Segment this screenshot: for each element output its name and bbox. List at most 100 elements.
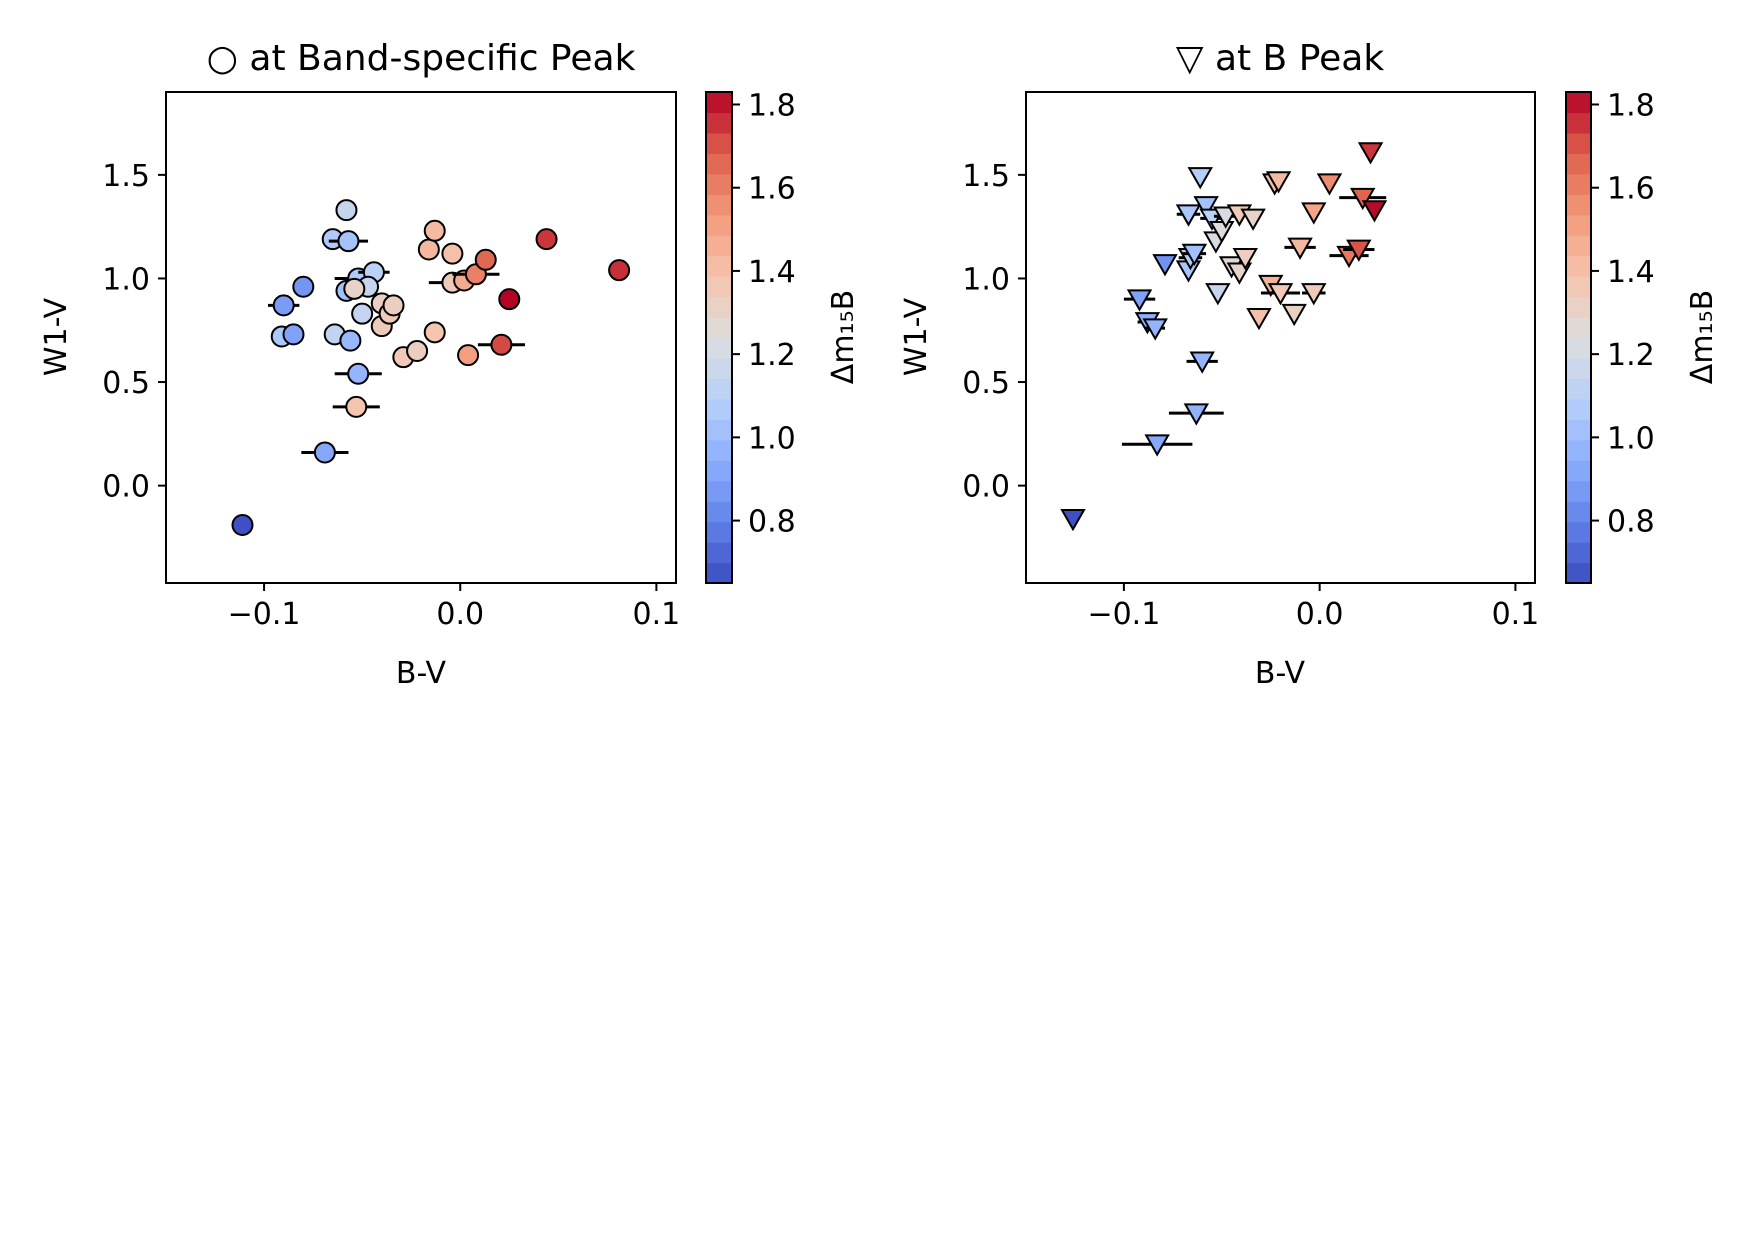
right-marker	[1281, 303, 1307, 327]
right-data-point	[1357, 142, 1384, 165]
left-colorbar-segment	[706, 419, 732, 441]
right-colorbar-segment	[1566, 542, 1591, 564]
right-colorbar-segment	[1566, 501, 1591, 523]
left-colorbar-segment	[706, 501, 732, 523]
left-y-tick-label: 1.0	[102, 262, 150, 297]
left-data-point	[343, 277, 366, 300]
left-marker	[498, 288, 521, 311]
right-data-point	[1339, 187, 1387, 211]
right-colorbar-segment	[1566, 214, 1591, 236]
right-colorbar-segment	[1566, 296, 1591, 318]
right-marker	[1287, 237, 1313, 260]
left-colorbar-tick-label: 1.6	[748, 172, 796, 207]
right-data-point	[1175, 204, 1202, 227]
left-chart-title: ○ at Band-specific Peak	[207, 38, 636, 79]
left-colorbar-segment	[706, 296, 732, 318]
left-data-point	[301, 441, 349, 464]
left-data-point	[335, 199, 358, 222]
right-colorbar-segment	[1566, 132, 1591, 154]
left-marker	[474, 248, 497, 271]
right-data-point	[1121, 434, 1193, 457]
left-marker	[535, 228, 558, 251]
right-colorbar-label: Δm₁₅B	[1685, 290, 1720, 384]
right-marker	[1189, 351, 1215, 374]
left-marker	[608, 259, 631, 282]
right-data-point	[1301, 202, 1327, 225]
left-colorbar-segment	[706, 439, 732, 461]
right-data-point	[1316, 173, 1343, 196]
left-data-point	[292, 275, 315, 298]
right-data-point	[1284, 237, 1316, 260]
right-marker	[1301, 283, 1327, 306]
left-data-point	[498, 288, 521, 311]
right-colorbar-tick-label: 1.4	[1607, 255, 1655, 290]
right-colorbar-segment	[1566, 276, 1591, 298]
right-marker	[1152, 254, 1178, 277]
right-x-axis-label: B-V	[1255, 656, 1306, 691]
left-marker	[335, 199, 358, 222]
right-marker	[1240, 208, 1266, 231]
left-marker	[343, 277, 366, 300]
left-x-axis-label: B-V	[396, 656, 447, 691]
left-data-point	[423, 219, 446, 242]
left-marker	[457, 344, 480, 367]
right-colorbar-segment	[1566, 173, 1591, 195]
right-data-point	[1181, 243, 1208, 267]
left-colorbar-tick-label: 1.4	[748, 255, 796, 290]
right-colorbar-segment	[1566, 378, 1591, 400]
left-x-tick-label: 0.1	[633, 597, 681, 632]
right-data-point	[1193, 196, 1219, 219]
left-colorbar-frame	[705, 91, 733, 584]
left-colorbar: 0.8 1.0 1.2 1.4 1.6 1.8	[705, 88, 796, 584]
left-marker	[313, 441, 336, 464]
right-colorbar-tick-label: 1.6	[1607, 172, 1655, 207]
right-x-tick-label: 0.0	[1296, 597, 1344, 632]
right-data-point	[1301, 283, 1327, 306]
right-data-point	[1265, 171, 1292, 194]
right-colorbar-tick-label: 1.2	[1607, 338, 1655, 373]
left-colorbar-segment	[706, 255, 732, 277]
left-colorbar-segment	[706, 480, 732, 502]
right-colorbar-segment	[1566, 317, 1591, 339]
right-y-tick-label: 0.5	[962, 366, 1010, 401]
right-colorbar-segment	[1566, 460, 1591, 482]
left-data-point	[477, 333, 525, 356]
right-colorbar-segment	[1566, 419, 1591, 441]
left-marker	[282, 323, 305, 346]
left-colorbar-segment	[706, 194, 732, 216]
left-marker	[345, 395, 368, 418]
right-data-point	[1187, 167, 1213, 190]
right-colorbar-tick-label: 1.0	[1607, 421, 1655, 456]
left-y-tick-label: 1.5	[102, 159, 150, 194]
left-marker	[382, 294, 405, 317]
left-y-axis-label: W1-V	[39, 297, 74, 376]
right-axes-frame	[1025, 91, 1536, 584]
right-colorbar-segment	[1566, 194, 1591, 216]
right-colorbar-segment	[1566, 255, 1591, 277]
left-data-point	[441, 242, 464, 265]
left-data-point	[608, 259, 631, 282]
right-colorbar-segment	[1566, 357, 1591, 380]
right-data-point	[1260, 283, 1301, 306]
left-data-point	[332, 395, 380, 418]
left-colorbar-segment	[706, 235, 732, 257]
right-data-point	[1240, 208, 1266, 231]
left-marker	[347, 362, 370, 385]
right-marker	[1232, 247, 1258, 271]
right-x-tick-label: −0.1	[1087, 597, 1160, 632]
right-colorbar-tick-label: 0.8	[1607, 505, 1655, 540]
right-colorbar-segment	[1566, 521, 1591, 543]
right-data-point	[1142, 318, 1168, 341]
left-colorbar-segment	[706, 562, 732, 584]
left-colorbar-segment	[706, 153, 732, 175]
left-marker	[272, 294, 295, 317]
right-marker	[1357, 142, 1384, 165]
right-data-point	[1060, 508, 1086, 532]
right-marker	[1209, 221, 1235, 244]
right-marker	[1126, 289, 1153, 312]
right-marker	[1175, 204, 1202, 227]
left-marker	[423, 219, 446, 242]
left-data-point	[417, 238, 440, 261]
right-colorbar-frame	[1565, 91, 1592, 584]
